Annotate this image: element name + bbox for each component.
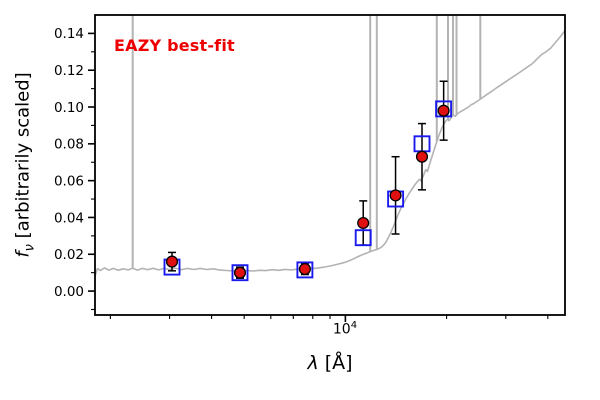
model-spectrum-line <box>95 30 565 277</box>
x-axis-label: λ [Å] <box>307 352 352 374</box>
plot-frame <box>94 14 566 316</box>
y-axis-label: fν [arbitrarily scaled] <box>13 72 38 257</box>
svg-text:0.12: 0.12 <box>54 63 84 79</box>
axis-ticks <box>88 32 549 322</box>
y-axis-unit: [arbitrarily scaled] <box>12 72 34 245</box>
svg-text:0.10: 0.10 <box>54 100 84 116</box>
flux-symbol: f <box>12 251 34 258</box>
svg-text:0.04: 0.04 <box>54 210 84 226</box>
x-axis-unit: [Å] <box>318 352 353 374</box>
svg-text:0.00: 0.00 <box>54 284 84 300</box>
error-bars <box>168 80 448 279</box>
svg-text:0.14: 0.14 <box>54 26 84 42</box>
emission-line-spikes <box>131 15 482 269</box>
nu-subscript: ν <box>22 244 38 252</box>
model-photometry-markers <box>163 100 453 282</box>
svg-text:0.02: 0.02 <box>54 247 84 263</box>
svg-text:0.08: 0.08 <box>54 137 84 153</box>
x-tick-exponent: 4 <box>350 320 358 331</box>
y-tick-labels: 0.00 0.02 0.04 0.06 0.08 0.10 0.12 0.14 <box>54 26 84 300</box>
x-tick-label: 104 <box>333 320 357 338</box>
svg-text:0.06: 0.06 <box>54 173 84 189</box>
fit-label: EAZY best-fit <box>114 36 235 55</box>
lambda-symbol: λ <box>307 352 319 374</box>
x-tick-base: 10 <box>332 321 351 338</box>
observed-photometry-markers <box>165 104 450 279</box>
